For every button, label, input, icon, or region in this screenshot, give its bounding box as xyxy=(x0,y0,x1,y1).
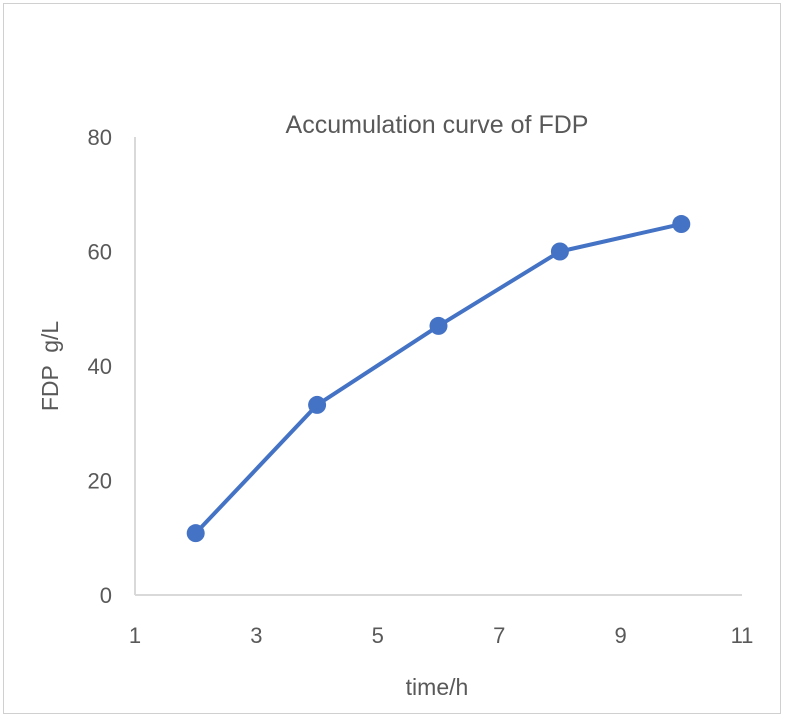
y-axis-label: FDP g/L xyxy=(37,321,63,412)
chart-title: Accumulation curve of FDP xyxy=(286,111,589,139)
x-tick-label: 1 xyxy=(129,623,141,648)
x-tick-label: 3 xyxy=(250,623,262,648)
series-line xyxy=(194,222,682,535)
y-tick-label: 40 xyxy=(88,354,112,379)
y-tick-label: 60 xyxy=(88,240,112,265)
y-tick-label: 80 xyxy=(88,125,112,150)
y-tick-label: 0 xyxy=(100,583,112,608)
data-point xyxy=(308,395,327,414)
x-tick-label: 9 xyxy=(614,623,626,648)
data-point xyxy=(429,316,448,335)
data-point xyxy=(186,524,205,543)
x-tick-label: 11 xyxy=(731,623,754,648)
y-tick-label: 20 xyxy=(88,469,112,494)
x-axis-label: time/h xyxy=(406,674,469,700)
data-point xyxy=(550,242,569,261)
data-point xyxy=(672,215,691,234)
x-tick-label: 5 xyxy=(372,623,384,648)
x-tick-label: 7 xyxy=(493,623,505,648)
chart-frame xyxy=(3,3,781,714)
